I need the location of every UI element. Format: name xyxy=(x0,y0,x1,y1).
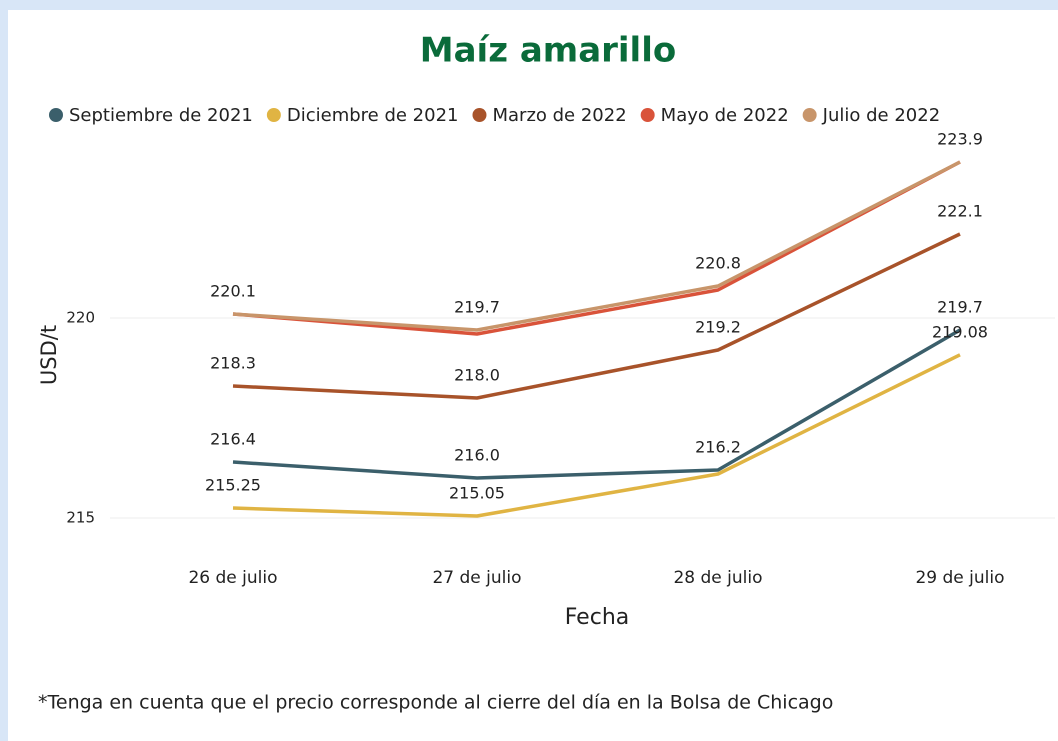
legend-marker xyxy=(472,108,487,122)
data-label: 219.7 xyxy=(454,298,500,317)
series-line xyxy=(232,160,961,336)
data-label: 223.9 xyxy=(937,130,983,149)
series-line xyxy=(232,160,961,332)
data-label: 218.3 xyxy=(210,354,256,373)
data-label: 222.1 xyxy=(937,202,983,221)
chart-title: Maíz amarillo xyxy=(420,31,676,71)
legend-marker xyxy=(640,108,655,122)
legend-label: Julio de 2022 xyxy=(822,105,940,126)
x-tick-label: 29 de julio xyxy=(915,568,1004,588)
data-label: 215.05 xyxy=(449,484,505,503)
legend-label: Marzo de 2022 xyxy=(492,105,626,126)
y-tick-label: 220 xyxy=(66,309,95,327)
data-label: 219.08 xyxy=(932,322,988,341)
y-axis-label: USD/t xyxy=(37,325,61,385)
data-label: 220.1 xyxy=(210,282,256,301)
series-line xyxy=(232,232,961,400)
data-label: 219.2 xyxy=(695,318,741,337)
x-tick-label: 26 de julio xyxy=(188,568,277,588)
series-line xyxy=(232,328,961,480)
data-label: 219.7 xyxy=(937,298,983,317)
legend-label: Mayo de 2022 xyxy=(661,105,789,126)
data-label: 216.2 xyxy=(695,438,741,457)
data-label: 220.8 xyxy=(695,254,741,273)
legend-label: Septiembre de 2021 xyxy=(69,105,253,126)
legend-label: Diciembre de 2021 xyxy=(287,105,459,126)
data-label: 216.4 xyxy=(210,430,256,449)
y-tick-label: 215 xyxy=(66,509,95,527)
data-label: 218.0 xyxy=(454,366,500,385)
legend-marker xyxy=(266,108,281,122)
footnote: *Tenga en cuenta que el precio correspon… xyxy=(38,692,833,714)
x-tick-label: 28 de julio xyxy=(673,568,762,588)
x-axis-label: Fecha xyxy=(565,605,630,630)
data-label: 215.25 xyxy=(205,476,261,495)
legend-marker xyxy=(802,108,817,122)
data-label: 216.0 xyxy=(454,446,500,465)
series-line xyxy=(232,353,961,518)
legend-marker xyxy=(49,108,63,122)
x-tick-label: 27 de julio xyxy=(432,568,521,588)
